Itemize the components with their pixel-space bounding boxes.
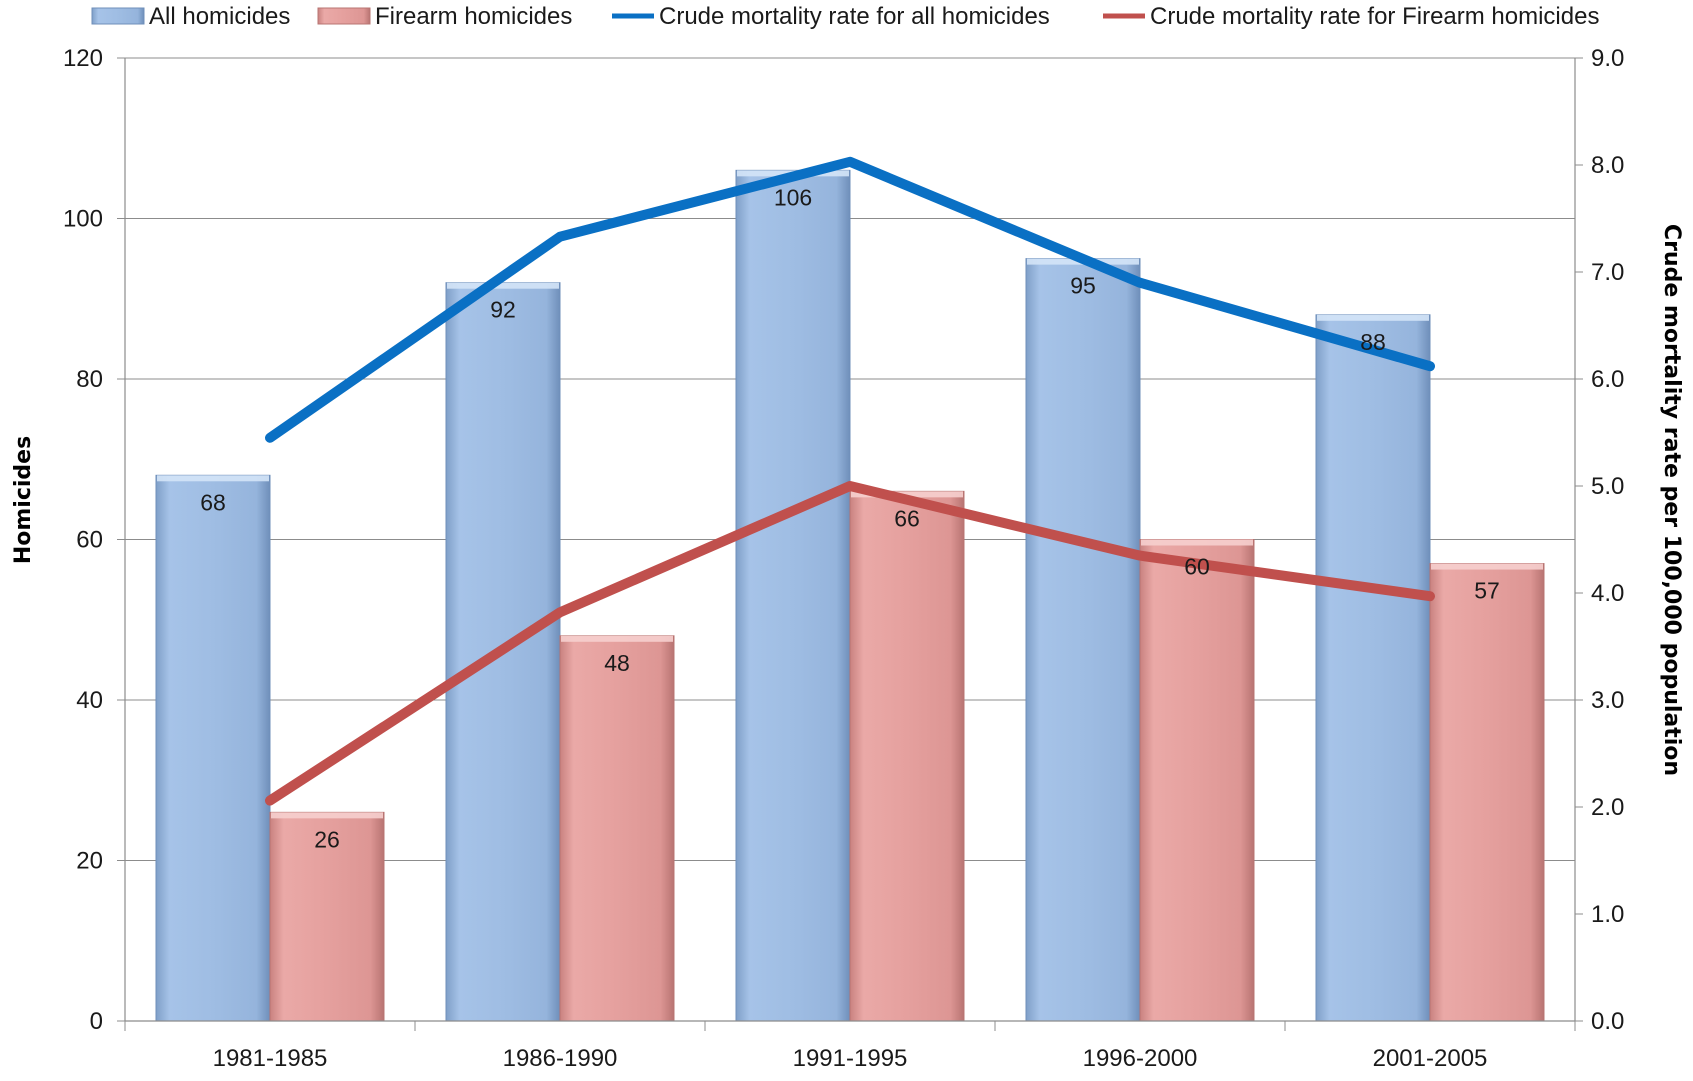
x-tick-label: 1996-2000 <box>1083 1045 1198 1072</box>
data-label: 48 <box>604 650 630 676</box>
lines-group <box>265 156 1435 806</box>
legend-label: Crude mortality rate for all homicides <box>659 3 1050 30</box>
y-tick-label: 0 <box>90 1008 103 1035</box>
legend-label: Firearm homicides <box>375 3 572 30</box>
y-axis-title: Homicides <box>11 436 36 564</box>
bar-all-homicides-top <box>1317 314 1429 321</box>
bar-firearm-homicides <box>1429 563 1545 1022</box>
y2-tick-label: 0.0 <box>1591 1008 1624 1035</box>
bar-firearm-homicides-top <box>271 812 383 819</box>
bar-firearm-homicides <box>1139 539 1255 1022</box>
y2-tick-label: 3.0 <box>1591 687 1624 714</box>
legend-item: Crude mortality rate for Firearm homicid… <box>1103 3 1599 30</box>
y2-tick-label: 6.0 <box>1591 366 1624 393</box>
y2-tick-label: 7.0 <box>1591 259 1624 286</box>
x-tick-label: 1986-1990 <box>503 1045 618 1072</box>
legend: All homicides Firearm homicides Crude mort… <box>91 3 1599 30</box>
y-tick-label: 80 <box>76 366 103 393</box>
bar-all-homicides-top <box>157 475 269 482</box>
data-label: 92 <box>490 297 516 323</box>
line-crude-rate-firearm <box>265 481 1435 806</box>
y2-tick-label: 4.0 <box>1591 580 1624 607</box>
y2-tick-label: 5.0 <box>1591 473 1624 500</box>
legend-label: Crude mortality rate for Firearm homicid… <box>1150 3 1599 30</box>
y-tick-label: 60 <box>76 527 103 554</box>
bar-firearm-homicides <box>559 635 675 1022</box>
y-tick-label: 120 <box>63 45 103 72</box>
y2-tick-label: 8.0 <box>1591 152 1624 179</box>
x-tick-label: 2001-2005 <box>1373 1045 1488 1072</box>
data-label: 95 <box>1070 273 1096 299</box>
data-label: 106 <box>774 184 812 210</box>
y-tick-label: 40 <box>76 687 103 714</box>
bars-group <box>155 169 1545 1022</box>
bar-firearm-homicides <box>269 811 385 1022</box>
bar-firearm-homicides-top <box>561 635 673 642</box>
legend-item: All homicides <box>91 3 290 30</box>
data-label: 66 <box>894 505 920 531</box>
data-label: 88 <box>1360 329 1386 355</box>
legend-label: All homicides <box>149 3 290 30</box>
bar-all-homicides <box>155 474 271 1022</box>
y2-tick-label: 1.0 <box>1591 901 1624 928</box>
bar-firearm-homicides <box>849 490 965 1022</box>
legend-swatch <box>91 7 145 25</box>
legend-item: Crude mortality rate for all homicides <box>612 3 1050 30</box>
y2-tick-label: 2.0 <box>1591 794 1624 821</box>
legend-item: Firearm homicides <box>317 3 572 30</box>
legend-swatch <box>317 7 371 25</box>
x-tick-label: 1981-1985 <box>213 1045 328 1072</box>
line-crude-rate-all <box>265 156 1435 443</box>
bar-firearm-homicides-top <box>851 491 963 498</box>
x-tick-label: 1991-1995 <box>793 1045 908 1072</box>
data-label: 60 <box>1184 554 1210 580</box>
bar-all-homicides <box>1025 258 1141 1022</box>
data-label: 26 <box>314 826 340 852</box>
bar-labels: 68 92 106 95 88 26 48 66 60 57 <box>200 184 1500 852</box>
bar-firearm-homicides-top <box>1431 563 1543 570</box>
axes: 0 20 40 60 80 100 120 0.0 1.0 2.0 3.0 4.0 5.0 6.0 7.0 8… <box>63 45 1624 1072</box>
bar-all-homicides-top <box>447 282 559 289</box>
y2-tick-label: 9.0 <box>1591 45 1624 72</box>
data-label: 57 <box>1474 578 1500 604</box>
y-tick-label: 20 <box>76 848 103 875</box>
y-tick-label: 100 <box>63 206 103 233</box>
bar-firearm-homicides-top <box>1141 539 1253 546</box>
y2-axis-title: Crude mortality rate per 100,000 populat… <box>1659 224 1684 776</box>
bar-all-homicides <box>735 169 851 1022</box>
data-label: 68 <box>200 489 226 515</box>
bar-all-homicides <box>1315 314 1431 1022</box>
